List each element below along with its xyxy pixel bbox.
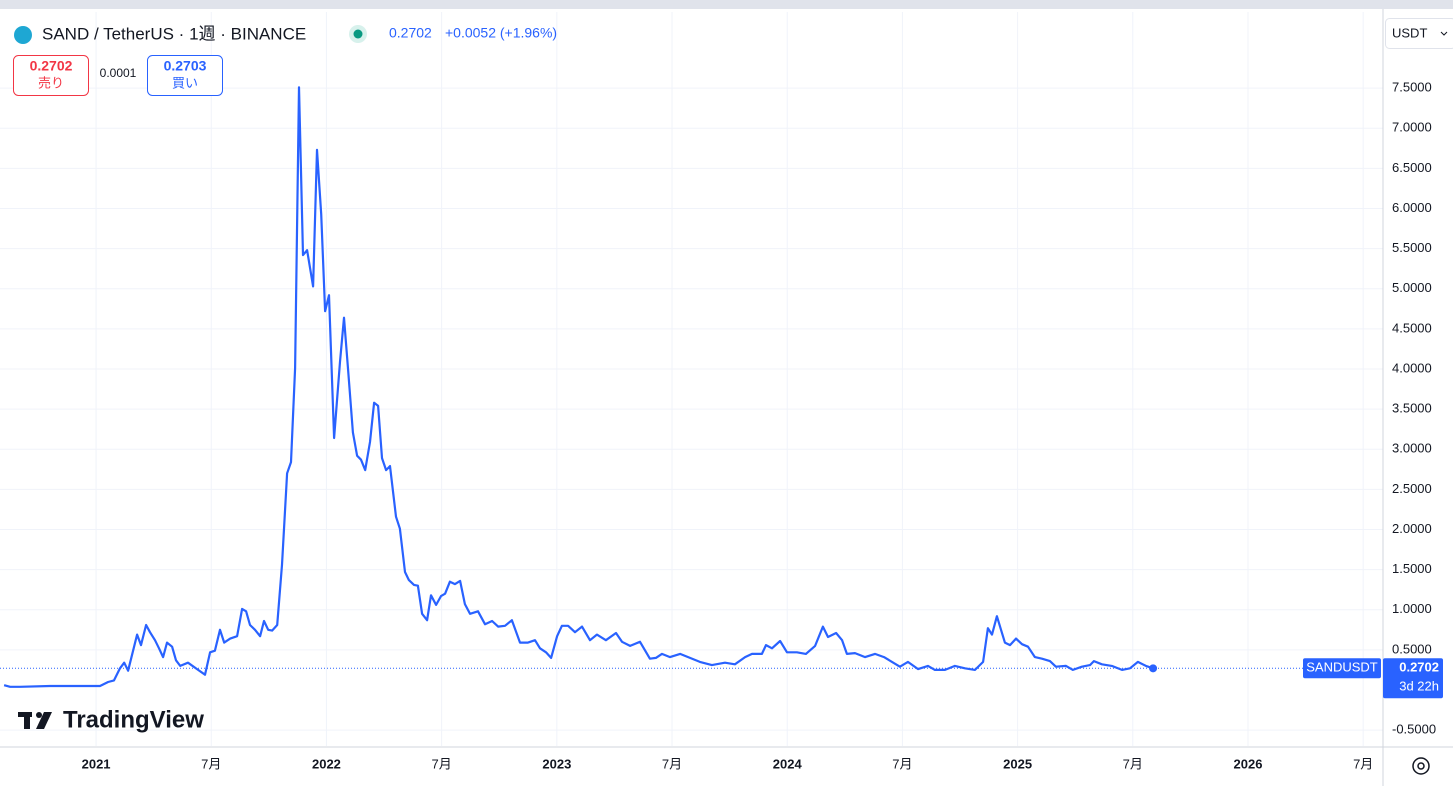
- symbol-icon: [14, 26, 32, 44]
- y-tick-label: 3.5000: [1392, 401, 1432, 416]
- symbol-title: SAND / TetherUS · 1週 · BINANCE: [42, 24, 306, 43]
- x-tick-label: 2025: [1003, 756, 1032, 771]
- y-tick-label: 4.5000: [1392, 320, 1432, 335]
- price-tag: [1383, 658, 1443, 699]
- buy-price[interactable]: 0.2703: [164, 58, 207, 74]
- logo-stem: [24, 712, 30, 729]
- status-dot: [353, 29, 363, 39]
- logo-mark: [18, 712, 52, 729]
- y-tick-label: 5.5000: [1392, 240, 1432, 255]
- last-point: [1149, 664, 1158, 673]
- y-tick-label: 5.0000: [1392, 280, 1432, 295]
- top-border: [0, 0, 1453, 9]
- sell-price[interactable]: 0.2702: [30, 58, 73, 74]
- x-tick-label: 2023: [542, 756, 571, 771]
- grid: [0, 12, 1383, 746]
- x-tick-label: 2021: [82, 756, 111, 771]
- y-tick-label: 7.5000: [1392, 80, 1432, 95]
- sell-label[interactable]: 売り: [38, 75, 64, 90]
- y-tick-label: 6.5000: [1392, 160, 1432, 175]
- x-tick-label: 7月: [892, 756, 912, 771]
- buy-label[interactable]: 買い: [172, 75, 198, 90]
- logo-slash: [36, 712, 52, 729]
- x-tick-label: 2024: [773, 756, 803, 771]
- plot: [0, 86, 1383, 688]
- x-tick-label: 2026: [1234, 756, 1263, 771]
- y-tick-label: 2.5000: [1392, 481, 1432, 496]
- y-tick-label: 0.5000: [1392, 641, 1432, 656]
- y-tick-label: 1.0000: [1392, 601, 1432, 616]
- x-tick-label: 7月: [432, 756, 452, 771]
- x-tick-label: 7月: [1123, 756, 1143, 771]
- logo-dot: [36, 712, 42, 718]
- y-tick-label: -0.5000: [1392, 722, 1436, 737]
- y-tick-label: 2.0000: [1392, 521, 1432, 536]
- buy-button[interactable]: [147, 55, 223, 96]
- currency-select[interactable]: [1385, 18, 1453, 49]
- x-tick-label: 7月: [1353, 756, 1373, 771]
- price-line: [3, 86, 1154, 688]
- header-change: +0.0052 (+1.96%): [445, 25, 557, 41]
- symbol-tag-label: SANDUSDT: [1306, 660, 1378, 675]
- spread: 0.0001: [100, 66, 137, 80]
- settings-icon-core[interactable]: [1417, 762, 1425, 770]
- x-tick-label: 7月: [201, 756, 221, 771]
- x-tick-label: 2022: [312, 756, 341, 771]
- y-tick-label: 4.0000: [1392, 360, 1432, 375]
- sell-button[interactable]: [13, 55, 89, 96]
- currency-caret[interactable]: [1440, 31, 1448, 36]
- price-tag-label: 0.2702: [1399, 660, 1439, 675]
- x-tick-label: 7月: [662, 756, 682, 771]
- y-tick-label: 3.0000: [1392, 441, 1432, 456]
- header-price: 0.2702: [389, 25, 432, 41]
- logo-text: TradingView: [63, 706, 204, 733]
- countdown-label: 3d 22h: [1399, 679, 1439, 694]
- settings-icon[interactable]: [1412, 757, 1430, 775]
- y-tick-label: 7.0000: [1392, 120, 1432, 135]
- currency-label[interactable]: USDT: [1392, 25, 1427, 40]
- symbol-tag: [1303, 658, 1381, 679]
- y-tick-label: 1.5000: [1392, 561, 1432, 576]
- y-tick-label: 6.0000: [1392, 200, 1432, 215]
